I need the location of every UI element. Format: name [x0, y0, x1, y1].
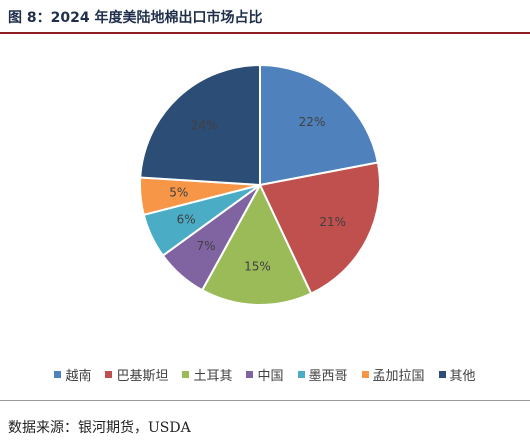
legend-item-2: 巴基斯坦 — [105, 365, 168, 384]
legend-item-5: 墨西哥 — [297, 365, 348, 384]
legend-swatch-4 — [246, 370, 254, 378]
legend-swatch-3 — [182, 370, 190, 378]
legend-swatch-2 — [105, 370, 113, 378]
pie-label-5: 6% — [177, 213, 196, 227]
legend-item-3: 土耳其 — [182, 365, 232, 384]
legend-swatch-6 — [361, 370, 369, 378]
chart-legend: 越南 巴基斯坦 土耳其 中国 墨西哥 孟加拉国 其他 — [0, 362, 530, 386]
pie-slice-7 — [139, 63, 261, 187]
legend-swatch-5 — [297, 370, 305, 378]
legend-label-6: 孟加拉国 — [372, 368, 425, 384]
pie-chart: 22% 21% 15% 7%6% 5% 24% — [139, 63, 381, 306]
pie-slice-3 — [200, 182, 313, 306]
legend-swatch-1 — [54, 370, 62, 378]
source-note: 数据来源：银河期货，USDA — [8, 420, 191, 436]
legend-label-3: 土耳其 — [193, 368, 233, 384]
pie-label-3: 15% — [244, 260, 271, 274]
pie-label-4: 7% — [197, 239, 216, 253]
legend-swatch-7 — [438, 370, 446, 378]
pie-label-6: 5% — [169, 186, 188, 200]
legend-item-7: 其他 — [438, 365, 476, 384]
pie-label-2: 21% — [319, 215, 346, 229]
legend-label-5: 墨西哥 — [308, 368, 348, 384]
source-divider — [0, 400, 530, 401]
legend-label-1: 越南 — [65, 368, 92, 384]
pie-slice-1 — [259, 63, 380, 187]
pie-label-7: 24% — [191, 119, 218, 133]
legend-item-4: 中国 — [246, 365, 284, 384]
pie-label-1: 22% — [299, 115, 326, 129]
legend-label-4: 中国 — [257, 368, 284, 384]
pie-chart-container: 22% 21% 15% 7% 6% 5% 24% 越南 巴基斯坦 土耳其 中国 墨西哥 孟加拉国 其他 — [0, 36, 530, 392]
figure-title: 图 8：2024 年度美陆地棉出口市场占比 — [8, 10, 263, 26]
pie-slice-2 — [258, 161, 381, 295]
title-divider — [0, 32, 530, 34]
legend-label-7: 其他 — [449, 368, 476, 384]
legend-label-2: 巴基斯坦 — [116, 368, 169, 384]
legend-item-1: 越南 — [54, 365, 91, 384]
legend-item-6: 孟加拉国 — [361, 365, 425, 384]
